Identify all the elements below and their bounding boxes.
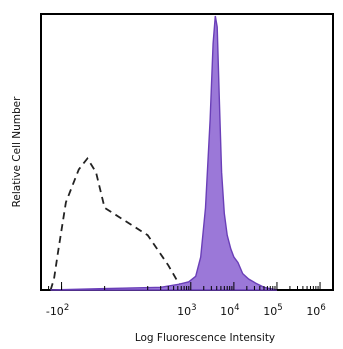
x-tick-label: 106: [306, 303, 325, 318]
x-tick-label: 103: [177, 303, 196, 318]
x-axis-title: Log Fluorescence Intensity: [135, 332, 275, 344]
control-histogram: [49, 156, 185, 291]
x-tick-label: 104: [220, 303, 239, 318]
series-layer: [49, 15, 278, 291]
x-tick-label: -102: [46, 303, 69, 318]
plot-frame: [40, 13, 334, 291]
y-axis-title: Relative Cell Number: [11, 96, 23, 208]
x-tick-label: 105: [263, 303, 282, 318]
filled-histogram: [50, 15, 278, 291]
x-tick-layer: -102 103 104 105 106: [46, 282, 326, 318]
